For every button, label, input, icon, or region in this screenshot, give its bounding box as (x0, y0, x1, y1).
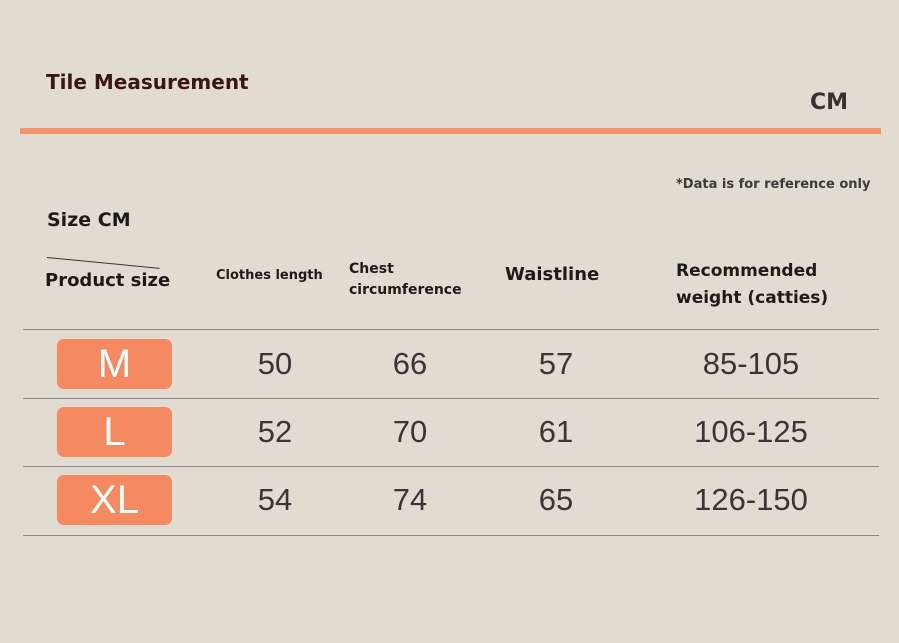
cell-chest-circumference: 70 (392, 414, 428, 449)
size-badge: M (57, 339, 172, 389)
table-rule (23, 535, 879, 536)
unit-label: CM (810, 90, 849, 115)
column-header-chest-line2: circumference (349, 282, 462, 298)
column-header-chest-circumference: Chest circumference (349, 259, 462, 301)
cell-recommended-weight: 85-105 (702, 346, 800, 381)
corner-label-size-cm: Size CM (47, 209, 131, 231)
column-header-waistline: Waistline (505, 264, 600, 285)
cell-chest-circumference: 74 (392, 482, 428, 517)
page-title: Tile Measurement (46, 70, 249, 94)
cell-waistline: 65 (538, 482, 574, 517)
cell-waistline: 57 (538, 346, 574, 381)
cell-chest-circumference: 66 (392, 346, 428, 381)
corner-label-product-size: Product size (45, 270, 171, 291)
size-badge: XL (57, 475, 172, 525)
column-header-clothes-length: Clothes length (216, 268, 323, 283)
cell-clothes-length: 50 (257, 346, 293, 381)
reference-note: *Data is for reference only (676, 177, 871, 192)
size-badge: L (57, 407, 172, 457)
table-rule (23, 329, 879, 330)
table-rule (23, 398, 879, 399)
table-rule (23, 466, 879, 467)
table-row-xl: XL 54 74 65 126-150 (0, 466, 899, 534)
cell-recommended-weight: 106-125 (694, 414, 808, 449)
cell-recommended-weight: 126-150 (694, 482, 808, 517)
header-divider (20, 128, 881, 134)
corner-diagonal-divider (46, 257, 160, 269)
column-header-recommended-weight: Recommended weight (catties) (676, 258, 828, 312)
cell-clothes-length: 52 (257, 414, 293, 449)
column-header-weight-line1: Recommended (676, 261, 818, 281)
table-row-l: L 52 70 61 106-125 (0, 398, 899, 466)
cell-clothes-length: 54 (257, 482, 293, 517)
column-header-chest-line1: Chest (349, 261, 394, 277)
table-row-m: M 50 66 57 85-105 (0, 330, 899, 398)
column-header-weight-line2: weight (catties) (676, 288, 829, 308)
cell-waistline: 61 (538, 414, 574, 449)
